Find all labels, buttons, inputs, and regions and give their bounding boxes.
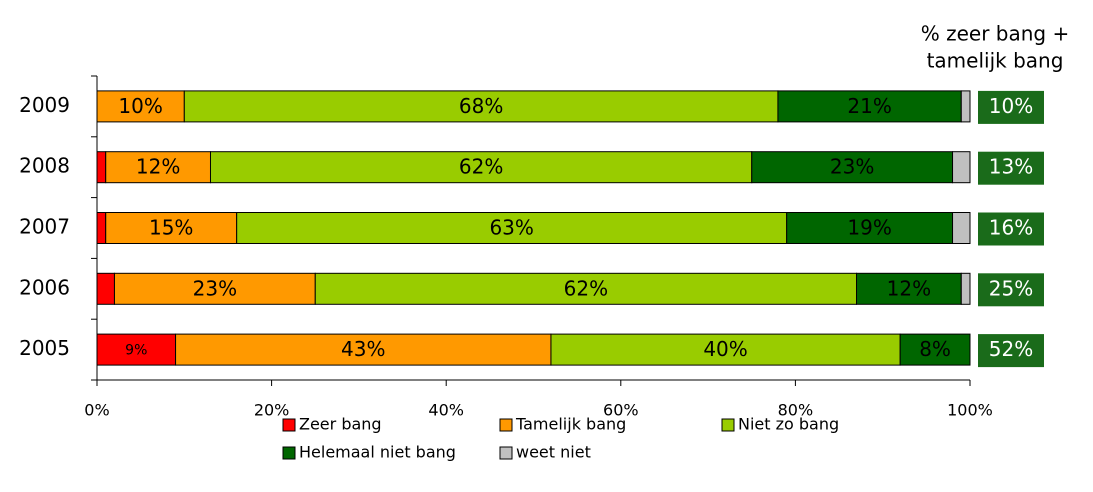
bar-segment (236, 212, 788, 244)
total-label: 25% (989, 276, 1033, 300)
x-tick-label: 20% (254, 401, 290, 420)
bar-segment (899, 333, 971, 366)
bar-segment (209, 151, 753, 184)
bar-segment (96, 212, 107, 244)
x-tick-label: 60% (603, 401, 639, 420)
data-label: 63% (489, 216, 533, 240)
bar-segment (183, 90, 779, 123)
data-label: 23% (830, 155, 874, 179)
data-label: 68% (459, 94, 503, 118)
bar-segment (751, 151, 954, 184)
data-label: 15% (149, 216, 193, 240)
bar-segment (105, 151, 211, 184)
total-label: 13% (989, 155, 1033, 179)
total-box (978, 151, 1044, 185)
bar-segment (952, 212, 971, 244)
data-label: 8% (919, 337, 951, 361)
legend-swatch (499, 446, 513, 460)
data-label: 43% (341, 337, 385, 361)
data-label: 62% (564, 276, 608, 300)
data-label: 12% (136, 155, 180, 179)
y-tick-label: 2006 (19, 275, 70, 299)
data-label: 40% (703, 337, 747, 361)
y-tick-label: 2005 (19, 336, 70, 360)
bar-segment (96, 90, 185, 123)
total-box (978, 273, 1044, 307)
legend-swatch (499, 418, 513, 432)
data-label: 21% (847, 94, 891, 118)
bar-segment (952, 151, 971, 184)
total-box (978, 90, 1044, 124)
total-box (978, 212, 1044, 246)
y-tick-label: 2009 (19, 93, 70, 117)
legend-label: Tamelijk bang (515, 415, 626, 434)
data-label: 19% (847, 216, 891, 240)
total-label: 10% (989, 94, 1033, 118)
bar-segment (314, 272, 858, 305)
data-label: 23% (193, 276, 237, 300)
x-tick-label: 80% (778, 401, 814, 420)
total-label: 52% (989, 337, 1033, 361)
bar-segment (105, 212, 238, 244)
totals-title: % zeer bang + (921, 22, 1070, 46)
legend-swatch (721, 418, 735, 432)
x-tick-label: 0% (84, 401, 109, 420)
legend-label: weet niet (516, 443, 591, 462)
bar-segment (960, 90, 971, 123)
bar-segment (786, 212, 954, 244)
bar-segment (96, 272, 115, 305)
bar-segment (777, 90, 962, 123)
x-tick-label: 100% (947, 401, 993, 420)
data-label: 10% (118, 94, 162, 118)
data-label: 12% (887, 276, 931, 300)
total-box (978, 334, 1044, 368)
totals-title: tamelijk bang (927, 49, 1064, 73)
bar-segment (96, 151, 107, 184)
legend-swatch (282, 418, 296, 432)
bar-segment (960, 272, 971, 305)
legend-swatch (282, 446, 296, 460)
bar-segment (96, 333, 177, 366)
data-label: 62% (459, 155, 503, 179)
legend-label: Zeer bang (299, 415, 382, 434)
data-label: 9% (125, 343, 147, 359)
y-tick-label: 2008 (19, 154, 70, 178)
bar-segment (856, 272, 962, 305)
legend-label: Helemaal niet bang (299, 443, 456, 462)
bar-segment (175, 333, 552, 366)
total-label: 16% (989, 216, 1033, 240)
y-tick-label: 2007 (19, 215, 70, 239)
legend-label: Niet zo bang (738, 415, 839, 434)
x-tick-label: 40% (428, 401, 464, 420)
